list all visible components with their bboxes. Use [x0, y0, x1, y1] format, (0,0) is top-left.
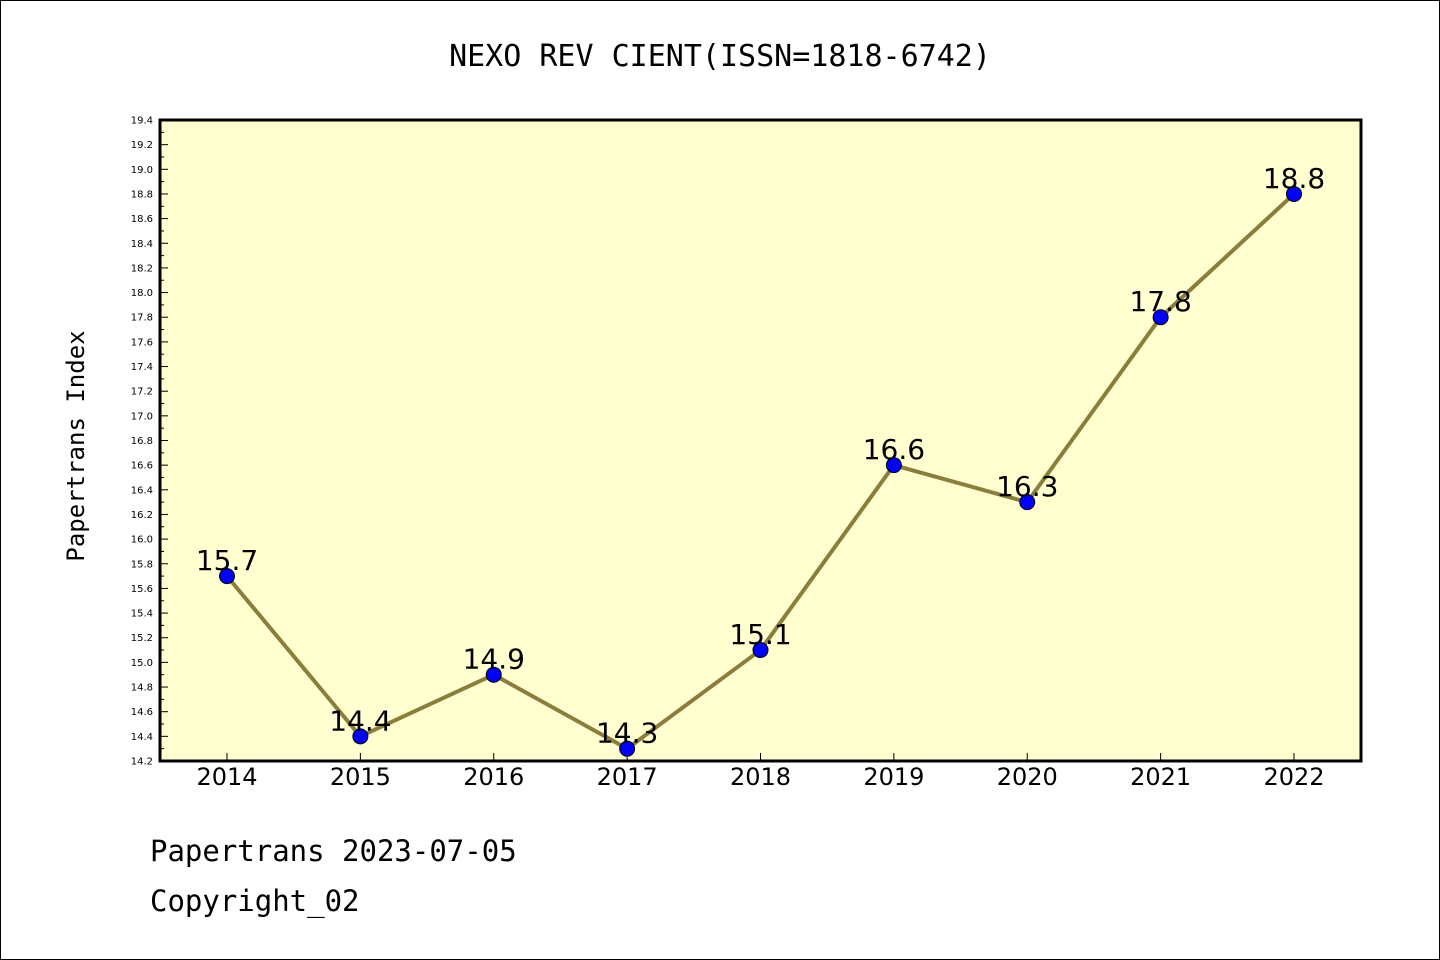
data-label: 14.4: [329, 704, 391, 737]
data-point: [1152, 309, 1169, 326]
y-tick-label: 14.4: [131, 732, 153, 743]
y-tick-label: 19.0: [131, 165, 153, 176]
y-axis-label: Papertrans Index: [62, 330, 90, 561]
y-tick-label: 19.2: [131, 140, 153, 151]
y-tick-label: 16.2: [131, 510, 153, 521]
y-tick-label: 18.4: [131, 239, 153, 250]
data-label: 16.6: [863, 433, 925, 466]
x-tick-label: 2016: [463, 763, 524, 791]
x-tick-label: 2017: [597, 763, 658, 791]
data-point: [1019, 494, 1036, 511]
y-tick-label: 19.4: [131, 116, 153, 127]
y-tick-label: 14.2: [131, 757, 153, 768]
x-tick-label: 2019: [863, 763, 924, 791]
data-label: 15.1: [729, 618, 791, 651]
y-tick-label: 14.8: [131, 683, 153, 694]
x-tick-label: 2015: [330, 763, 391, 791]
x-tick-label: 2018: [730, 763, 791, 791]
y-tick-label: 15.6: [131, 584, 153, 595]
x-tick-label: 2021: [1130, 763, 1191, 791]
data-label: 16.3: [996, 470, 1058, 503]
data-point: [219, 568, 235, 585]
data-label: 18.8: [1263, 162, 1325, 195]
y-tick-label: 16.0: [131, 535, 153, 546]
y-tick-label: 16.4: [131, 485, 153, 496]
y-tick-label: 18.0: [131, 288, 153, 299]
y-axis: 14.2 14.4 14.6 14.8 15.0 15.2 15.4 15.6 15.8 16.0…: [131, 116, 168, 768]
y-tick-label: 17.8: [131, 313, 153, 324]
chart-title: NEXO REV CIENT(ISSN=1818-6742): [449, 39, 991, 74]
y-tick-label: 18.8: [131, 189, 153, 200]
x-axis: 2014 2015 2016 2017 2018 2019 2020 2021 2022: [196, 753, 1325, 791]
y-tick-label: 14.6: [131, 707, 153, 718]
y-tick-label: 16.6: [131, 461, 153, 472]
data-label: 15.7: [196, 544, 258, 577]
y-tick-label: 16.8: [131, 436, 153, 447]
footer-source: Papertrans 2023-07-05: [150, 834, 517, 868]
y-tick-label: 15.8: [131, 559, 153, 570]
x-tick-label: 2014: [196, 763, 257, 791]
x-tick-label: 2022: [1263, 763, 1324, 791]
plot-area: [158, 118, 1363, 763]
data-point: [485, 666, 502, 683]
data-point: [619, 740, 636, 757]
data-label: 14.3: [596, 717, 658, 750]
data-labels: 15.7 14.4 14.9 14.3 15.1 16.6 16.3 17.8 18.8: [196, 162, 1325, 750]
y-tick-label: 15.0: [131, 658, 153, 669]
y-tick-label: 15.4: [131, 609, 153, 620]
series-markers: [219, 185, 1302, 757]
data-point: [885, 457, 902, 474]
x-tick-label: 2020: [997, 763, 1058, 791]
y-tick-label: 18.2: [131, 263, 153, 274]
data-label: 17.8: [1129, 285, 1191, 318]
y-tick-label: 17.2: [131, 387, 153, 398]
y-tick-label: 17.6: [131, 337, 153, 348]
data-point: [352, 728, 369, 745]
y-tick-label: 17.0: [131, 411, 153, 422]
y-tick-label: 17.4: [131, 362, 153, 373]
data-point: [1286, 185, 1302, 202]
data-point: [752, 642, 769, 659]
y-tick-label: 18.6: [131, 214, 153, 225]
footer-copyright: Copyright_02: [150, 884, 360, 918]
y-tick-label: 15.2: [131, 633, 153, 644]
data-label: 14.9: [463, 643, 525, 676]
